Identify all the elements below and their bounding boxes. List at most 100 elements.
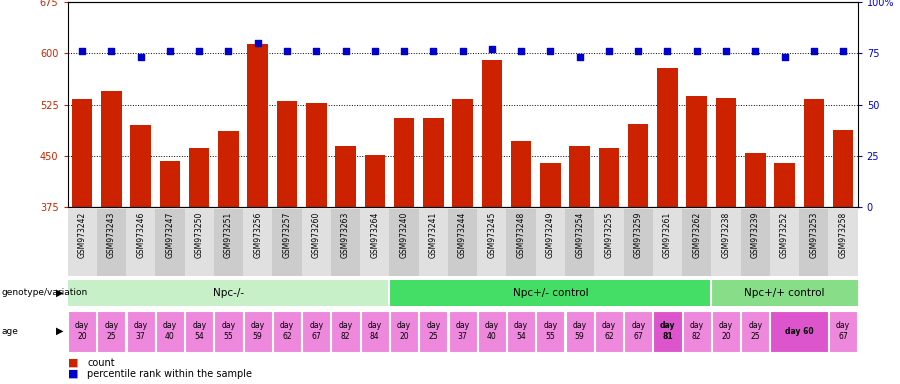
Text: day
62: day 62	[602, 321, 616, 341]
Text: day
25: day 25	[427, 321, 440, 341]
Bar	[248, 44, 268, 207]
Point	[250, 40, 265, 46]
Point	[661, 48, 675, 54]
Bar	[306, 103, 327, 207]
Text: day
55: day 55	[544, 321, 557, 341]
Bar	[390, 311, 418, 351]
Text: GSM973244: GSM973244	[458, 211, 467, 258]
Bar	[507, 209, 536, 276]
Point	[806, 48, 821, 54]
Text: GSM973240: GSM973240	[400, 211, 409, 258]
Text: GSM973256: GSM973256	[253, 211, 262, 258]
Point	[192, 48, 206, 54]
Point	[602, 48, 616, 54]
Bar	[364, 155, 385, 207]
Bar	[244, 311, 272, 351]
Bar	[394, 118, 414, 207]
Bar	[657, 68, 678, 207]
Bar	[390, 209, 418, 276]
Text: GSM973247: GSM973247	[166, 211, 175, 258]
Text: day
82: day 82	[689, 321, 704, 341]
Text: day
20: day 20	[397, 321, 411, 341]
Text: day
40: day 40	[163, 321, 177, 341]
Bar	[624, 209, 652, 276]
Text: GSM973254: GSM973254	[575, 211, 584, 258]
Text: day
67: day 67	[310, 321, 323, 341]
Bar	[625, 311, 652, 351]
Bar	[302, 209, 331, 276]
Point	[572, 54, 587, 60]
Text: day 60: day 60	[785, 327, 814, 336]
Text: day
20: day 20	[75, 321, 89, 341]
Text: day
54: day 54	[514, 321, 528, 341]
Text: ▶: ▶	[56, 326, 63, 336]
Text: day
81: day 81	[660, 321, 675, 341]
Text: GSM973263: GSM973263	[341, 211, 350, 258]
Bar	[243, 209, 273, 276]
Text: GSM973261: GSM973261	[663, 211, 672, 258]
Bar	[448, 311, 477, 351]
Bar	[687, 96, 707, 207]
Text: day
67: day 67	[631, 321, 645, 341]
Bar	[336, 146, 356, 207]
Text: day
25: day 25	[748, 321, 762, 341]
Bar	[628, 124, 648, 207]
Bar	[68, 209, 97, 276]
Text: day
20: day 20	[719, 321, 733, 341]
Bar	[742, 311, 769, 351]
Text: GSM973243: GSM973243	[107, 211, 116, 258]
Point	[778, 54, 792, 60]
Bar	[595, 311, 623, 351]
Text: GSM973264: GSM973264	[370, 211, 379, 258]
Text: count: count	[87, 358, 115, 368]
Bar	[829, 311, 857, 351]
Bar	[536, 209, 565, 276]
Text: GSM973238: GSM973238	[722, 211, 731, 258]
Text: GSM973260: GSM973260	[311, 211, 320, 258]
Point	[426, 48, 440, 54]
Bar	[159, 161, 180, 207]
Bar	[594, 209, 624, 276]
Bar	[331, 209, 360, 276]
Bar	[770, 311, 828, 351]
Text: Npc-/-: Npc-/-	[213, 288, 244, 298]
Bar	[68, 311, 96, 351]
Point	[514, 48, 528, 54]
Bar	[511, 141, 531, 207]
Bar	[536, 311, 564, 351]
Bar	[277, 101, 297, 207]
Point	[689, 48, 704, 54]
Point	[338, 48, 353, 54]
Text: age: age	[2, 327, 19, 336]
Text: GSM973259: GSM973259	[634, 211, 643, 258]
Bar	[477, 209, 507, 276]
Bar	[507, 311, 536, 351]
Bar	[482, 60, 502, 207]
Bar	[711, 209, 741, 276]
Bar	[804, 99, 824, 207]
Bar	[68, 280, 390, 306]
Bar	[565, 311, 594, 351]
Text: GSM973246: GSM973246	[136, 211, 145, 258]
Text: GSM973241: GSM973241	[428, 211, 437, 258]
Point	[719, 48, 733, 54]
Bar	[478, 311, 506, 351]
Point	[163, 48, 177, 54]
Text: ■: ■	[68, 369, 78, 379]
Text: day
59: day 59	[572, 321, 587, 341]
Bar	[828, 209, 858, 276]
Point	[836, 48, 850, 54]
Point	[133, 54, 148, 60]
Bar	[453, 99, 472, 207]
Bar	[331, 311, 360, 351]
Bar	[302, 311, 330, 351]
Bar	[184, 209, 214, 276]
Bar	[540, 163, 561, 207]
Point	[309, 48, 323, 54]
Bar	[156, 209, 184, 276]
Bar	[418, 209, 448, 276]
Text: ■: ■	[68, 358, 78, 368]
Bar	[214, 311, 242, 351]
Bar	[711, 280, 858, 306]
Bar	[127, 311, 155, 351]
